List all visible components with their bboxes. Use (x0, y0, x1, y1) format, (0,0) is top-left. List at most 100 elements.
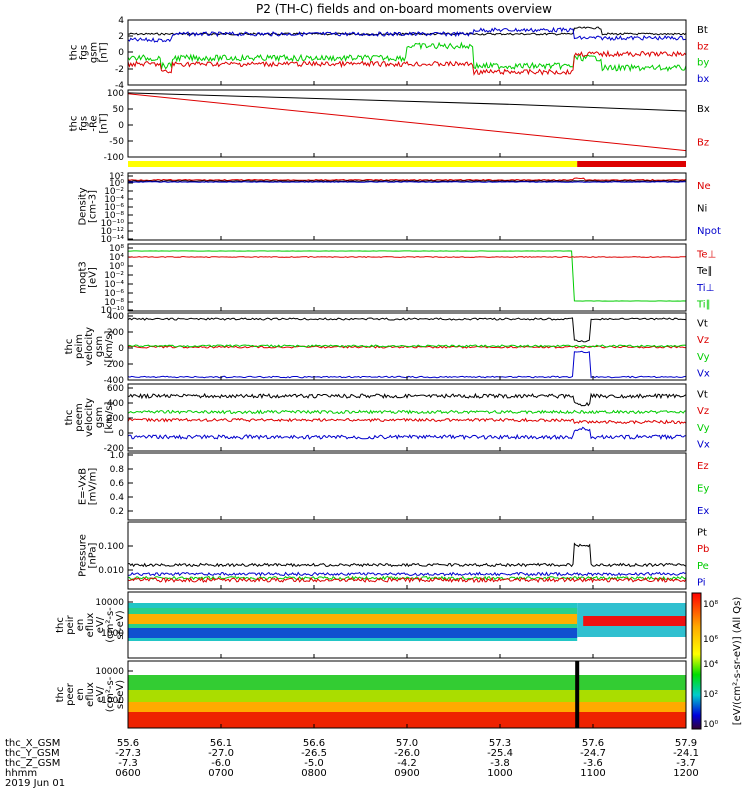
x-axis-row-label: thc_X_GSM (5, 738, 60, 749)
y-tick-label: 10000 (95, 598, 124, 608)
x-axis-value: 57.9 (675, 738, 697, 749)
y-axis-label: [nT] (99, 113, 110, 133)
x-axis-value: -27.3 (115, 748, 141, 759)
y-tick-label: 50 (113, 105, 125, 115)
y-tick-label: 10⁻⁶ (104, 289, 124, 299)
colorbar: 10⁸ 10⁶ 10⁴ 10² 10⁰ [eV/(cm²-s-sr-eV)] (All Q… (691, 592, 743, 730)
x-axis-value: -26.5 (301, 748, 327, 759)
series-line (128, 317, 686, 343)
y-tick-label: 2 (118, 32, 124, 42)
y-tick-label: 10⁻¹² (101, 227, 125, 237)
series-line-Bz (128, 93, 686, 152)
y-tick-label: 10⁻¹⁰ (101, 306, 125, 316)
x-axis-value: -24.7 (580, 748, 606, 759)
y-tick-label: 0 (118, 344, 124, 354)
y-tick-label: 10² (109, 172, 124, 182)
y-axis-label: (cm²-s- (105, 607, 116, 643)
y-axis-label: peem (74, 403, 85, 431)
y-axis-label: sr-eV) (115, 680, 126, 709)
x-axis-value: 57.0 (396, 738, 418, 749)
legend-entry: Te∥ (696, 266, 713, 277)
y-axis-label: thc (69, 45, 80, 61)
y-tick-label: 4 (118, 16, 124, 26)
legend-entry: Ti⊥ (696, 283, 714, 294)
x-axis-value: 0800 (301, 768, 326, 779)
y-tick-label: 10⁻¹⁴ (101, 235, 125, 245)
y-tick-label: 10⁻¹⁰ (101, 219, 125, 229)
colorbar-tick-label: 10⁰ (703, 720, 718, 730)
y-axis-label: eflux (85, 613, 96, 638)
panel-data (128, 603, 686, 641)
spectrogram-band (575, 661, 580, 728)
x-axis-value: -3.8 (490, 758, 510, 769)
legend-entry: by (697, 58, 709, 69)
y-tick-label: 10⁻² (104, 271, 124, 281)
y-axis-label: gsm (89, 42, 100, 63)
legend-entry: Vy (697, 423, 710, 434)
x-axis-value: -26.0 (394, 748, 420, 759)
x-axis-value: 1100 (580, 768, 605, 779)
x-axis-value: -7.3 (118, 758, 138, 769)
panel-5: 400 200 0 -200 -400 thc peim velocity gsm [km/s] V… (64, 312, 710, 386)
series-line (128, 542, 686, 568)
series-line (128, 426, 686, 441)
series-line (128, 409, 686, 415)
y-axis-label: thc (64, 410, 75, 426)
y-tick-label: 400 (107, 399, 124, 409)
y-tick-label: 0 (118, 429, 124, 439)
y-axis-label: Density (78, 187, 89, 225)
legend-entry: Pt (697, 527, 707, 538)
x-axis-row-label: hhmm (5, 768, 37, 779)
panel-frame (127, 172, 687, 241)
panel-frame (127, 89, 687, 158)
y-tick-label: -4 (115, 81, 124, 91)
x-axis-value: 56.1 (210, 738, 232, 749)
y-tick-label: -100 (104, 153, 125, 163)
y-tick-label: 10⁴ (109, 253, 124, 263)
y-tick-label: -2 (115, 65, 124, 75)
y-tick-label: 1000 (101, 696, 124, 706)
y-axis-label: [nPa] (88, 542, 99, 568)
y-axis-label: (cm²-s- (105, 676, 116, 712)
x-axis-row-label: thc_Z_GSM (5, 758, 60, 769)
y-tick-label: 10000 (95, 667, 124, 677)
x-axis-value: 1000 (487, 768, 512, 779)
y-tick-label: 200 (107, 414, 124, 424)
y-tick-label: 0.6 (110, 479, 125, 489)
y-tick-label: 10⁻⁸ (104, 211, 124, 221)
legend-entry: Vt (697, 389, 708, 400)
y-axis-label: velocity (84, 398, 95, 437)
series-line (128, 250, 686, 302)
legend-entry: Bz (697, 137, 709, 148)
colorbar-tick-label: 10⁶ (703, 635, 718, 645)
y-axis-label: gsm (94, 336, 105, 357)
y-tick-label: 0.2 (110, 507, 124, 517)
legend-entry: Te⊥ (696, 249, 716, 260)
legend-entry: bz (697, 41, 709, 52)
y-tick-label: 1000 (101, 629, 124, 639)
legend-entry: Pb (697, 544, 709, 555)
legend-entry: Vy (697, 352, 710, 363)
legend-entry: Pe (697, 561, 709, 572)
y-axis-label: [km/s] (104, 330, 115, 362)
y-tick-label: 0.4 (110, 493, 125, 503)
y-axis-label: E=-VxB (78, 468, 89, 505)
y-axis-label: gsm (94, 407, 105, 428)
x-axis-value: -3.7 (676, 758, 696, 769)
y-axis-label: [cm-3] (88, 190, 99, 223)
y-axis-label: eV/ (95, 616, 106, 633)
x-axis-value: -4.2 (397, 758, 417, 769)
series-line-Bx (128, 92, 686, 112)
y-tick-label: 10⁻⁴ (104, 195, 124, 205)
x-axis-value: 0700 (208, 768, 233, 779)
series-line (128, 576, 686, 584)
y-axis-label: [mV/m] (88, 468, 99, 506)
y-tick-label: 10⁻⁸ (104, 298, 124, 308)
series-line (128, 49, 686, 76)
colorbar-label: [eV/(cm²-s-sr-eV)] (All Qs) (732, 597, 743, 726)
y-tick-label: 0 (118, 121, 124, 131)
y-axis-label: eflux (85, 682, 96, 707)
series-line (128, 575, 686, 581)
